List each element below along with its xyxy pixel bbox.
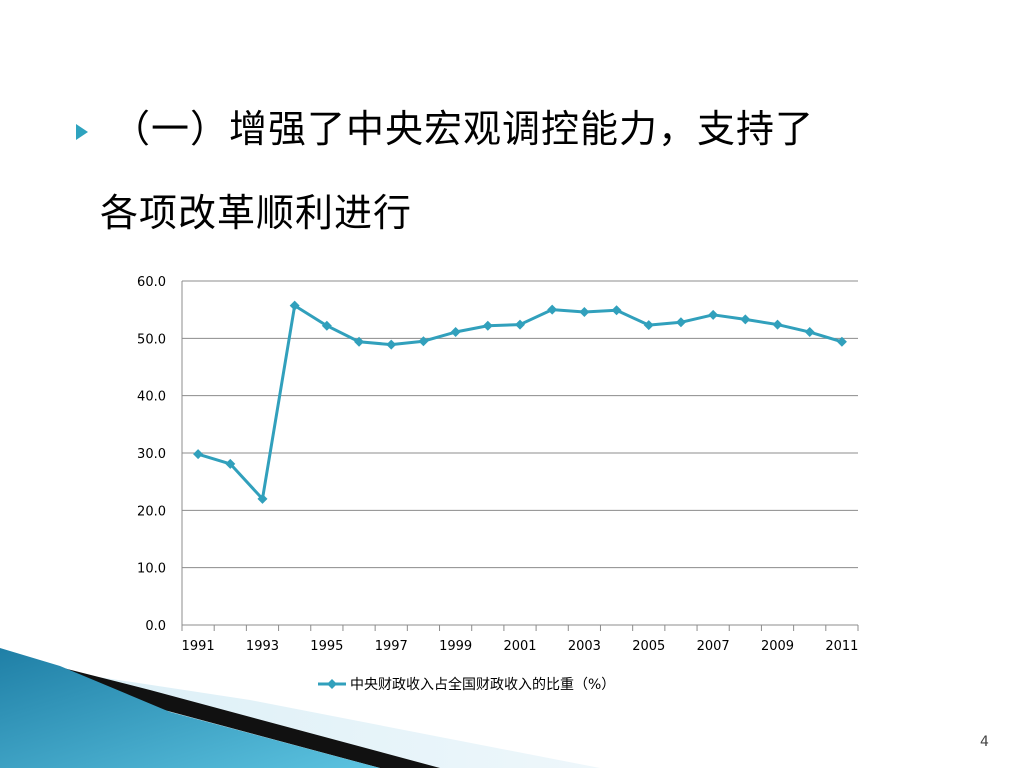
data-point xyxy=(386,339,397,350)
x-tick-label: 2005 xyxy=(632,639,665,654)
x-tick-label: 1991 xyxy=(182,639,215,654)
data-point xyxy=(193,449,204,460)
data-point xyxy=(772,319,783,330)
data-point xyxy=(804,327,815,338)
y-tick-label: 10.0 xyxy=(137,562,166,577)
data-point xyxy=(547,304,558,315)
x-tick-label: 2011 xyxy=(825,639,858,654)
y-tick-label: 20.0 xyxy=(137,504,166,519)
x-tick-label: 2007 xyxy=(697,639,730,654)
data-point xyxy=(643,320,654,331)
data-point xyxy=(450,327,461,338)
series-line xyxy=(197,304,843,501)
corner-blue-band xyxy=(0,648,380,768)
data-point xyxy=(611,305,622,316)
data-point xyxy=(354,336,365,347)
legend-label: 中央财政收入占全国财政收入的比重（%） xyxy=(350,676,615,693)
data-point xyxy=(321,320,332,331)
data-point xyxy=(836,336,847,347)
page-number: 4 xyxy=(980,734,989,750)
triangle-bullet-icon xyxy=(76,124,88,140)
data-point xyxy=(225,458,236,469)
title-line-2: 各项改革顺利进行 xyxy=(100,191,413,235)
x-tick-label: 1997 xyxy=(375,639,408,654)
x-tick-label: 2001 xyxy=(503,639,536,654)
data-point xyxy=(675,317,686,328)
data-point xyxy=(482,320,493,331)
title-line-1: （一）增强了中央宏观调控能力，支持了 xyxy=(112,107,815,151)
x-tick-label: 2009 xyxy=(761,639,794,654)
x-tick-label: 2003 xyxy=(568,639,601,654)
y-tick-label: 50.0 xyxy=(137,332,166,347)
data-point xyxy=(740,314,751,325)
data-point xyxy=(515,319,525,330)
y-tick-label: 30.0 xyxy=(137,447,166,462)
data-point xyxy=(257,493,268,504)
corner-black-band xyxy=(0,652,440,768)
data-point xyxy=(708,309,719,320)
x-tick-label: 1995 xyxy=(310,639,343,654)
x-tick-label: 1999 xyxy=(439,639,472,654)
y-tick-label: 0.0 xyxy=(145,619,166,634)
legend-marker xyxy=(327,679,337,689)
x-tick-label: 1993 xyxy=(246,639,279,654)
data-point xyxy=(579,306,590,317)
y-tick-label: 60.0 xyxy=(137,275,166,290)
data-point xyxy=(289,300,300,311)
data-point xyxy=(418,336,429,347)
y-tick-label: 40.0 xyxy=(137,390,166,405)
